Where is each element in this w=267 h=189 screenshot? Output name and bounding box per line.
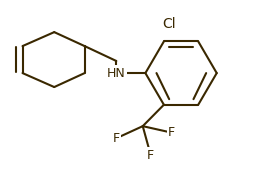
Text: F: F [113,132,120,145]
Text: Cl: Cl [162,17,176,31]
Text: HN: HN [107,67,126,80]
Text: F: F [168,126,175,139]
Text: F: F [147,149,154,162]
